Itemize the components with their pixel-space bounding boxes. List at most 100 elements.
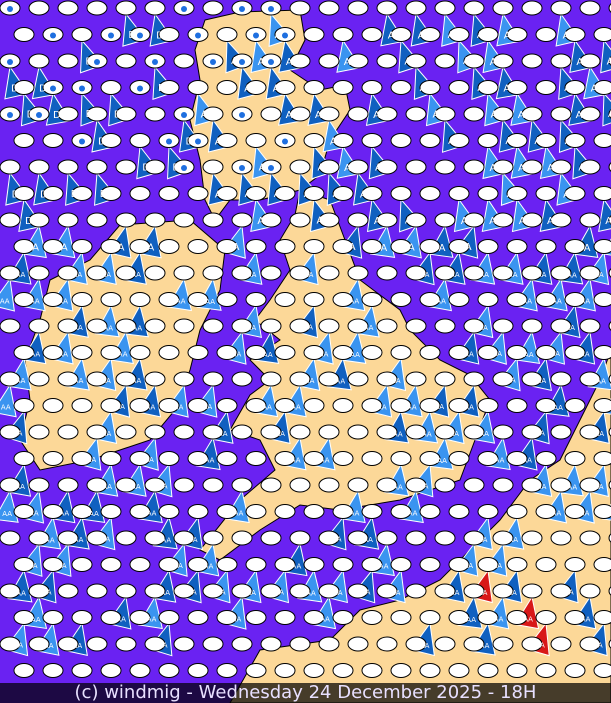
- cloud-ellipse-icon: [129, 133, 151, 148]
- wind-symbol-label: AA: [74, 377, 84, 385]
- cloud-ellipse-icon: [202, 636, 224, 652]
- cloud-ellipse-icon: [86, 477, 108, 493]
- cloud-ellipse-icon: [448, 80, 470, 95]
- cloud-ellipse-icon: [535, 557, 557, 572]
- cloud-ellipse-icon: [202, 530, 224, 546]
- cloud-ellipse-icon: [477, 398, 499, 413]
- wind-symbol-label: D: [11, 84, 19, 95]
- cloud-ellipse-icon: [86, 106, 108, 122]
- cloud-ellipse-icon: [158, 663, 180, 678]
- cloud-ellipse-icon: [332, 663, 354, 678]
- wind-symbol-label: A: [316, 216, 323, 227]
- cloud-ellipse-icon: [506, 27, 528, 42]
- cloud-ellipse-icon: [318, 265, 340, 281]
- cloud-ellipse-icon: [274, 80, 296, 95]
- cloud-ellipse-icon: [245, 239, 267, 254]
- cloud-ellipse-icon: [0, 159, 21, 175]
- wind-symbol-label: AA: [552, 298, 562, 306]
- cloud-ellipse-icon: [144, 265, 166, 281]
- rain-drop-icon: [79, 85, 85, 92]
- cloud-ellipse-icon: [477, 239, 499, 254]
- wind-symbol-label: AA: [274, 589, 284, 597]
- wind-symbol-label: D: [25, 216, 33, 227]
- wind-symbol-label: AA: [550, 350, 560, 358]
- cloud-ellipse-icon: [390, 27, 412, 42]
- cloud-ellipse-icon: [492, 583, 514, 599]
- cloud-ellipse-icon: [42, 345, 64, 360]
- wind-symbol-label: AA: [205, 298, 215, 306]
- cloud-ellipse-icon: [361, 663, 383, 678]
- cloud-ellipse-icon: [187, 345, 209, 360]
- cloud-ellipse-icon: [579, 424, 601, 440]
- cloud-ellipse-icon: [506, 80, 528, 95]
- cloud-ellipse-icon: [347, 583, 369, 599]
- cloud-ellipse-icon: [13, 345, 35, 360]
- cloud-ellipse-icon: [564, 133, 586, 148]
- cloud-ellipse-icon: [86, 159, 108, 175]
- cloud-ellipse-icon: [115, 583, 137, 599]
- wind-symbol-label: A: [61, 243, 68, 254]
- cloud-ellipse-icon: [144, 106, 166, 122]
- cloud-ellipse-icon: [260, 530, 282, 546]
- wind-symbol-label: A: [564, 83, 571, 94]
- cloud-ellipse-icon: [579, 0, 601, 16]
- wind-symbol-label: AA: [2, 510, 12, 518]
- cloud-ellipse-icon: [564, 239, 586, 254]
- cloud-ellipse-icon: [579, 371, 601, 387]
- cloud-ellipse-icon: [492, 371, 514, 387]
- rain-drop-icon: [239, 59, 245, 65]
- wind-symbol-label: AA: [349, 298, 359, 306]
- cloud-ellipse-icon: [245, 292, 267, 307]
- cloud-ellipse-icon: [202, 159, 224, 175]
- cloud-ellipse-icon: [477, 504, 499, 519]
- wind-symbol-label: AA: [333, 589, 343, 597]
- cloud-ellipse-icon: [376, 477, 398, 493]
- cloud-ellipse-icon: [202, 371, 224, 387]
- cloud-ellipse-icon: [245, 504, 267, 519]
- cloud-ellipse-icon: [564, 186, 586, 201]
- cloud-ellipse-icon: [347, 424, 369, 440]
- cloud-ellipse-icon: [492, 265, 514, 281]
- cloud-ellipse-icon: [42, 292, 64, 307]
- cloud-ellipse-icon: [535, 663, 557, 678]
- wind-symbol-label: A: [491, 110, 498, 121]
- wind-symbol-label: AA: [161, 536, 171, 544]
- wind-symbol-label: AA: [102, 483, 112, 491]
- wind-symbol-label: A: [439, 243, 446, 254]
- wind-symbol-label: AA: [58, 297, 68, 305]
- wind-symbol-label: AA: [523, 616, 533, 624]
- cloud-ellipse-icon: [100, 239, 122, 254]
- cloud-ellipse-icon: [216, 610, 238, 625]
- cloud-ellipse-icon: [100, 504, 122, 519]
- rain-drop-icon: [181, 6, 187, 12]
- wind-symbol-label: AA: [74, 536, 84, 544]
- cloud-ellipse-icon: [100, 557, 122, 572]
- cloud-ellipse-icon: [86, 212, 108, 228]
- cloud-ellipse-icon: [202, 106, 224, 122]
- cloud-ellipse-icon: [361, 451, 383, 466]
- cloud-ellipse-icon: [231, 583, 253, 599]
- rain-drop-icon: [94, 59, 100, 65]
- cloud-ellipse-icon: [579, 159, 601, 175]
- cloud-ellipse-icon: [477, 133, 499, 148]
- wind-symbol-label: A: [518, 163, 525, 174]
- cloud-ellipse-icon: [347, 159, 369, 175]
- cloud-ellipse-icon: [477, 557, 499, 572]
- cloud-ellipse-icon: [448, 610, 470, 625]
- cloud-ellipse-icon: [115, 371, 137, 387]
- wind-symbol-label: AA: [391, 589, 401, 597]
- wind-symbol-label: AA: [89, 510, 99, 518]
- wind-symbol-label: AA: [216, 589, 226, 597]
- cloud-ellipse-icon: [550, 53, 572, 69]
- cloud-ellipse-icon: [129, 610, 151, 625]
- cloud-ellipse-icon: [115, 265, 137, 281]
- cloud-ellipse-icon: [42, 663, 64, 678]
- cloud-ellipse-icon: [535, 345, 557, 360]
- wind-symbol-label: A: [32, 243, 39, 254]
- wind-symbol-label: A: [461, 216, 468, 227]
- wind-symbol-label: AA: [173, 562, 183, 570]
- cloud-ellipse-icon: [144, 371, 166, 387]
- cloud-ellipse-icon: [318, 212, 340, 228]
- cloud-ellipse-icon: [405, 530, 427, 546]
- cloud-ellipse-icon: [492, 53, 514, 69]
